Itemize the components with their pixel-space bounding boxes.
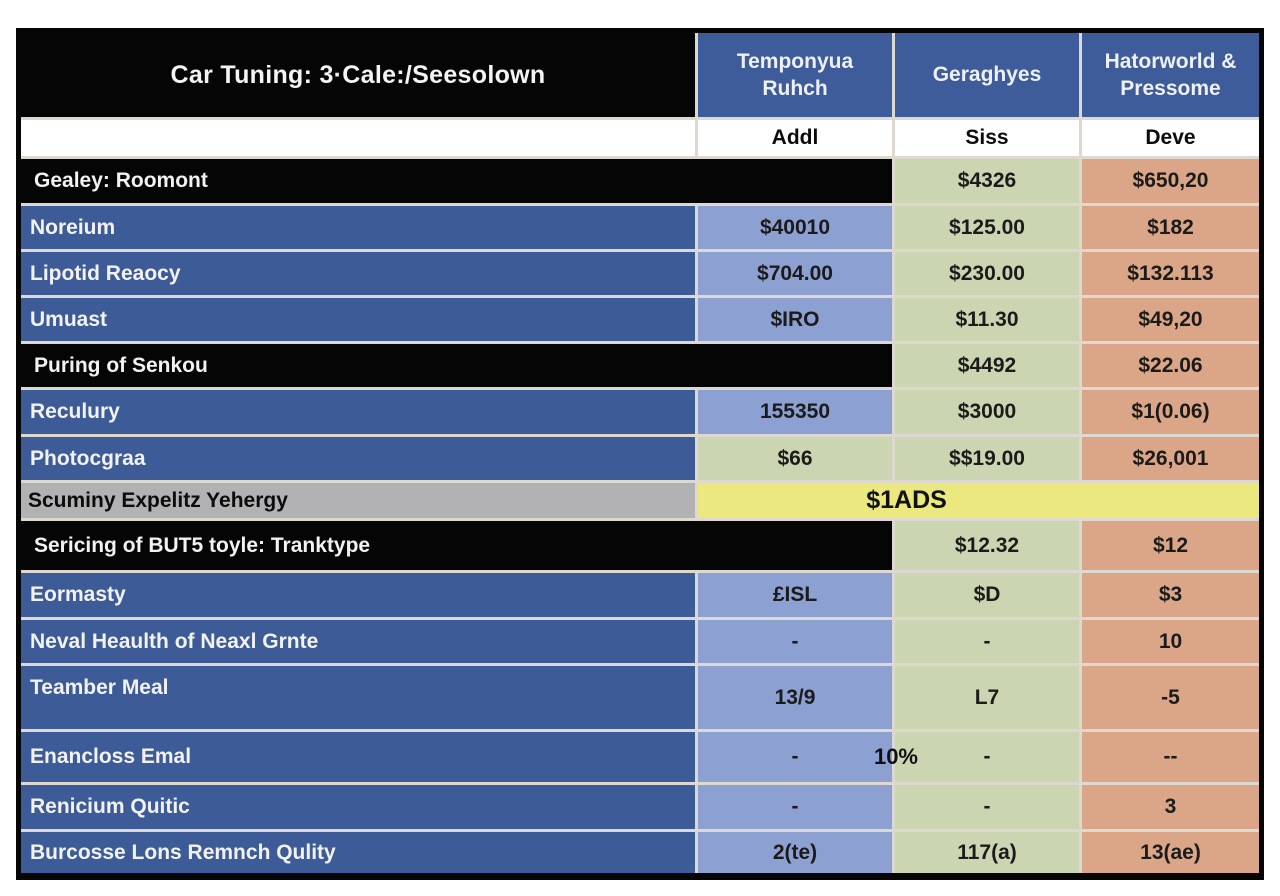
row-label: Lipotid Reaocy (21, 252, 695, 295)
row-label: Umuast (21, 298, 695, 341)
sub-header-deve: Deve (1082, 120, 1259, 156)
sub-header-row: Addl Siss Deve (21, 120, 1259, 156)
cell-value: 13/9 (698, 666, 892, 729)
section-label: Sericing of BUT5 toyle: Tranktype (21, 521, 892, 570)
cell-value: £ISL (698, 573, 892, 617)
cell-value: $26,001 (1082, 437, 1259, 480)
table-row-section: Gealey: Roomont $4326 $650,20 (21, 159, 1259, 203)
cell-value: - (895, 732, 1079, 782)
cell-value: 155350 (698, 390, 892, 434)
cell-value: $$19.00 (895, 437, 1079, 480)
cell-value: $230.00 (895, 252, 1079, 295)
table-row: Neval Heaulth of Neaxl Grnte - - 10 (21, 620, 1259, 663)
cell-value: -- (1082, 732, 1259, 782)
cell-value: 2(te) (698, 832, 892, 873)
row-label: Photocgraa (21, 437, 695, 480)
cell-value: - (895, 620, 1079, 663)
cell-value: $704.00 (698, 252, 892, 295)
row-label: Noreium (21, 206, 695, 249)
table-row: Reculury 155350 $3000 $1(0.06) (21, 390, 1259, 434)
table-row-section: Sericing of BUT5 toyle: Tranktype $12.32… (21, 521, 1259, 570)
cell-value: $11.30 (895, 298, 1079, 341)
cell-value: 117(a) (895, 832, 1079, 873)
cell-value: $1(0.06) (1082, 390, 1259, 434)
row-label: Renicium Quitic (21, 785, 695, 829)
cell-value: $D (895, 573, 1079, 617)
row-label: Teamber Meal (21, 666, 695, 729)
cell-value: $66 (698, 437, 892, 480)
cell-value: 10 (1082, 620, 1259, 663)
cell-value: -5 (1082, 666, 1259, 729)
table-row: Eormasty £ISL $D $3 (21, 573, 1259, 617)
cell-value: $182 (1082, 206, 1259, 249)
cell-value: - (698, 785, 892, 829)
section-label: Puring of Senkou (21, 344, 892, 387)
row-label: Burcosse Lons Remnch Qulity (21, 832, 695, 873)
table-row: Noreium $40010 $125.00 $182 (21, 206, 1259, 249)
cell-value: - (698, 620, 892, 663)
row-label: Eormasty (21, 573, 695, 617)
sub-header-addl: Addl (698, 120, 892, 156)
cell-value: $12 (1082, 521, 1259, 570)
table-header-row: Car Tuning: 3·Cale:/Seesolown Temponyua … (21, 33, 1259, 117)
cell-value: 13(ae) (1082, 832, 1259, 873)
sub-header-empty (21, 120, 695, 156)
table-row: Lipotid Reaocy $704.00 $230.00 $132.113 (21, 252, 1259, 295)
column-header-geraghyes: Geraghyes (895, 33, 1079, 117)
highlight-value-cell: $1ADS (698, 483, 1259, 518)
table-row: Photocgraa $66 $$19.00 $26,001 (21, 437, 1259, 480)
cell-value: $4492 (895, 344, 1079, 387)
column-header-temponyua: Temponyua Ruhch (698, 33, 892, 117)
cell-value: $125.00 (895, 206, 1079, 249)
column-header-hatorworld: Hatorworld & Pressome (1082, 33, 1259, 117)
cell-value: $22.06 (1082, 344, 1259, 387)
cell-value: $4326 (895, 159, 1079, 203)
cell-value: $12.32 (895, 521, 1079, 570)
overlay-percent: 10% (873, 744, 918, 769)
row-label: Neval Heaulth of Neaxl Grnte (21, 620, 695, 663)
section-label: Gealey: Roomont (21, 159, 892, 203)
cell-value: $132.113 (1082, 252, 1259, 295)
cell-value: 3 (1082, 785, 1259, 829)
table-row-highlight: Scuminy Expelitz Yehergy $1ADS (21, 483, 1259, 518)
cell-value: $49,20 (1082, 298, 1259, 341)
cell-value: - (895, 785, 1079, 829)
highlight-label: Scuminy Expelitz Yehergy (21, 483, 695, 518)
cell-value: L7 (895, 666, 1079, 729)
table-row: Enancloss Emal - 10% - -- (21, 732, 1259, 782)
sub-header-siss: Siss (895, 120, 1079, 156)
table-row-section: Puring of Senkou $4492 $22.06 (21, 344, 1259, 387)
row-label: Enancloss Emal (21, 732, 695, 782)
highlight-value: $1ADS (866, 486, 947, 514)
table-title: Car Tuning: 3·Cale:/Seesolown (21, 33, 695, 117)
table-row: Renicium Quitic - - 3 (21, 785, 1259, 829)
pricing-table: Car Tuning: 3·Cale:/Seesolown Temponyua … (16, 28, 1264, 880)
table-row: Teamber Meal 13/9 L7 -5 (21, 666, 1259, 729)
table-row: Burcosse Lons Remnch Qulity 2(te) 117(a)… (21, 832, 1259, 873)
cell-value-text: - (791, 745, 799, 768)
cell-value: $IRO (698, 298, 892, 341)
cell-value: $3000 (895, 390, 1079, 434)
cell-value: - 10% (698, 732, 918, 782)
cell-value: $40010 (698, 206, 892, 249)
cell-value: $650,20 (1082, 159, 1259, 203)
cell-value: $3 (1082, 573, 1259, 617)
row-label: Reculury (21, 390, 695, 434)
table-row: Umuast $IRO $11.30 $49,20 (21, 298, 1259, 341)
